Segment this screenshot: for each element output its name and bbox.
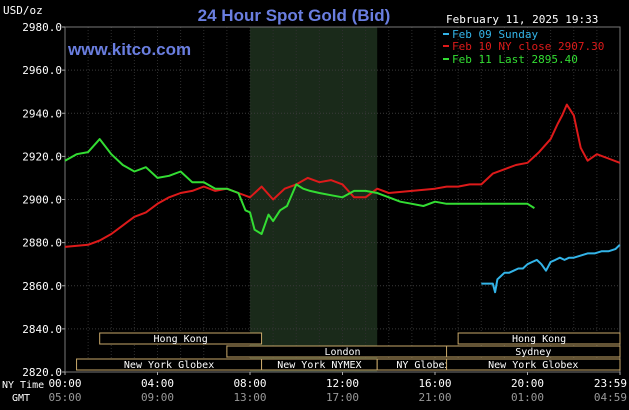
session-label: Sydney [515,347,551,358]
y-tick-label: 2920.0 [22,150,62,163]
gmt-label: GMT [12,393,30,404]
x-tick-label-ny: 04:00 [141,377,174,390]
x-tick-label-gmt: 04:59 [594,391,627,404]
ny-time-label: NY Time [2,380,44,391]
y-axis-ticks: 2980.0 2960.0 2940.0 2920.0 2900.0 2880.0 2860… [22,21,65,379]
session-bar [99,332,263,345]
x-tick-label-gmt: 01:00 [511,391,544,404]
site-watermark: www.kitco.com [67,40,191,59]
x-tick-label-ny: 16:00 [418,377,451,390]
x-tick-label-gmt: 21:00 [418,391,451,404]
series-line-2 [64,138,535,235]
x-tick-label-ny: 00:00 [48,377,81,390]
session-label: New York Globex [488,360,578,371]
session-label: Hong Kong [154,334,208,345]
session-bar [446,345,621,358]
series-line-1 [64,103,621,248]
session-label: New York NYMEX [277,360,361,371]
session-label: London [324,347,360,358]
price-series [64,103,621,294]
y-tick-label: 2820.0 [22,366,62,379]
y-tick-label: 2880.0 [22,237,62,250]
y-tick-label: 2860.0 [22,280,62,293]
x-tick-label-gmt: 13:00 [233,391,266,404]
timestamp: February 11, 2025 19:33 [446,13,598,26]
y-axis-unit-label: USD/oz [3,4,43,17]
y-tick-label: 2940.0 [22,107,62,120]
x-tick-label-ny: 20:00 [511,377,544,390]
series-line-0 [481,244,621,294]
session-label: NY Globex [396,360,450,371]
x-tick-label-ny: 08:00 [233,377,266,390]
legend-item-feb09: Feb 09 Sunday [452,28,538,41]
x-tick-label-gmt: 05:00 [48,391,81,404]
x-tick-label-ny: 12:00 [326,377,359,390]
x-tick-label-gmt: 17:00 [326,391,359,404]
x-tick-label-ny: 23:59 [594,377,627,390]
grid-lines [64,26,621,373]
session-label: New York Globex [124,360,214,371]
legend: Feb 09 Sunday Feb 10 NY close 2907.30 Fe… [443,28,604,66]
y-tick-label: 2960.0 [22,64,62,77]
nymex-shaded-region [250,27,378,372]
x-tick-label-gmt: 09:00 [141,391,174,404]
legend-item-feb11: Feb 11 Last 2895.40 [452,53,578,66]
session-bar [446,358,621,371]
y-tick-label: 2840.0 [22,323,62,336]
y-tick-label: 2980.0 [22,21,62,34]
y-tick-label: 2900.0 [22,194,62,207]
legend-item-feb10: Feb 10 NY close 2907.30 [452,40,604,53]
market-session-bars: Hong Kong London New York Globex New York N… [76,332,621,371]
chart-title: 24 Hour Spot Gold (Bid) [198,6,391,25]
session-bar [457,332,621,345]
session-label: Hong Kong [512,334,566,345]
